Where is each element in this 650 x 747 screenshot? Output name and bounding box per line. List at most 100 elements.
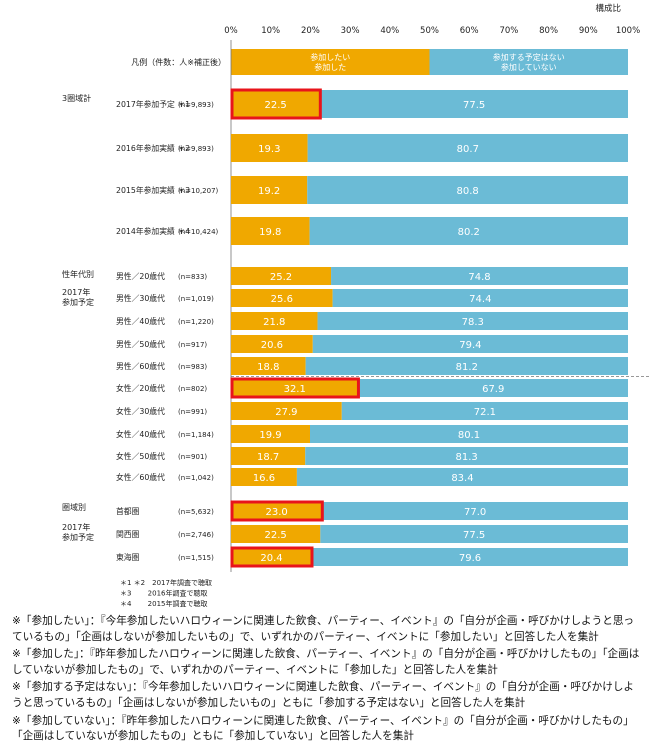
bar-series2 [307, 176, 628, 204]
data-label-series2: 77.0 [464, 507, 486, 518]
bar-series1 [231, 217, 310, 245]
footnotes: ※「参加したい」：『今年参加したいハロウィーンに関連した飲食、パーティー、イベン… [12, 614, 640, 747]
category-label: 女性／40歳代 [116, 429, 165, 439]
n-label: (n=5,632) [178, 508, 214, 516]
category-label: 関西圏 [116, 530, 140, 539]
group-sublabel: 2017年参加予定 [62, 522, 94, 542]
x-tick-label: 20% [301, 26, 320, 36]
x-tick-label: 100% [616, 26, 640, 36]
legend-label-series1: 参加したい参加した [310, 52, 350, 72]
bar-series2 [332, 289, 628, 307]
data-label-series1: 16.6 [253, 473, 275, 484]
legend-swatch-series2 [429, 49, 628, 75]
x-tick-label: 80% [539, 26, 558, 36]
n-label: (n=917) [178, 341, 207, 349]
n-label: (n=833) [178, 273, 207, 281]
data-label-series1: 22.5 [265, 530, 287, 541]
data-label-series1: 25.6 [271, 294, 293, 305]
n-label: (n=10,207) [178, 187, 219, 195]
data-label-series2: 77.5 [463, 530, 485, 541]
category-label: 男性／60歳代 [116, 361, 165, 371]
footnote: ※「参加する予定はない」：『今年参加したいハロウィーンに関連した飲食、パーティー… [12, 681, 635, 709]
bar-series2 [296, 468, 628, 486]
highlight-box [230, 88, 322, 120]
footnote: ※「参加した」：『昨年参加したハロウィーンに関連した飲食、パーティー、イベント』… [12, 648, 640, 676]
footnote: ※「参加していない」：『昨年参加したハロウィーンに関連した飲食、パーティー、イベ… [12, 714, 634, 743]
legend-label-series2: 参加する予定はない参加していない [493, 52, 565, 72]
bar-series2 [320, 90, 628, 118]
highlight-box [230, 546, 314, 568]
bar-series2 [307, 134, 628, 162]
n-label: (n=802) [178, 385, 207, 393]
bar-series2 [310, 425, 628, 443]
n-label: (n=9,893) [178, 145, 214, 153]
bar-series1 [231, 176, 308, 204]
data-label-series1: 27.9 [275, 407, 297, 418]
n-label: (n=901) [178, 453, 207, 461]
data-label-series1: 22.5 [265, 100, 287, 111]
category-label: 男性／20歳代 [116, 271, 165, 281]
bar-series1 [231, 502, 323, 520]
bar-series2 [305, 357, 628, 375]
x-tick-label: 60% [460, 26, 479, 36]
bar-series2 [358, 379, 628, 397]
category-label: 東海圏 [116, 552, 140, 562]
data-label-series2: 74.8 [468, 272, 490, 283]
n-label: (n=2,746) [178, 531, 214, 539]
data-label-series1: 19.9 [259, 430, 281, 441]
data-label-series1: 18.8 [257, 362, 279, 373]
legend-swatch-series1 [231, 49, 430, 75]
footnote: ※「参加したい」：『今年参加したいハロウィーンに関連した飲食、パーティー、イベン… [12, 615, 635, 643]
category-label: 女性／20歳代 [116, 383, 165, 393]
x-tick-label: 50% [420, 26, 439, 36]
data-label-series1: 19.8 [259, 227, 281, 238]
bar-series1 [231, 357, 306, 375]
category-label: 2015年参加実績 ＊3 [116, 185, 190, 195]
n-label: (n=991) [178, 408, 207, 416]
data-label-series2: 80.2 [458, 227, 480, 238]
data-label-series2: 72.1 [474, 407, 496, 418]
bar-series1 [231, 267, 332, 285]
highlight-box [230, 500, 324, 522]
bar-series2 [322, 502, 628, 520]
bar-series1 [231, 402, 342, 420]
group-label: 性年代別 [62, 269, 94, 279]
stacked-bar-chart: 構成比 0% 10% 20% 30% 40% 50% 60% 70% 80% 90% 100% 凡例（件… [62, 3, 650, 608]
legend-caption: 凡例（件数：人※補正後） [131, 57, 226, 67]
category-label: 男性／40歳代 [116, 316, 165, 326]
category-label: 女性／50歳代 [116, 451, 165, 461]
data-label-series2: 74.4 [469, 294, 491, 305]
data-label-series2: 80.7 [457, 144, 479, 155]
category-label: 2017年参加予定 ＊1 [116, 99, 190, 109]
bar-series2 [305, 447, 628, 465]
survey-note: ＊3 2016年調査で聴取 [120, 589, 208, 598]
n-label: (n=9,893) [178, 101, 214, 109]
bar-series1 [231, 425, 311, 443]
bar-series1 [231, 379, 359, 397]
data-label-series2: 79.4 [459, 340, 481, 351]
category-label: 女性／30歳代 [116, 406, 165, 416]
data-label-series1: 19.2 [258, 186, 280, 197]
data-label-series1: 19.3 [258, 144, 280, 155]
n-label: (n=10,424) [178, 228, 219, 236]
n-label: (n=1,220) [178, 318, 214, 326]
data-label-series2: 77.5 [463, 100, 485, 111]
unit-label: 構成比 [595, 3, 621, 14]
category-label: 男性／30歳代 [116, 293, 165, 303]
x-tick-label: 70% [499, 26, 518, 36]
data-label-series2: 80.8 [456, 186, 478, 197]
bar-series1 [231, 335, 313, 353]
bar-series2 [312, 335, 628, 353]
bar-series1 [231, 548, 312, 566]
bar-series1 [231, 447, 306, 465]
bar-series2 [317, 312, 628, 330]
bar-series2 [331, 267, 628, 285]
category-label: 首都圏 [116, 506, 140, 516]
data-label-series2: 81.2 [456, 362, 478, 373]
bar-series1 [231, 134, 308, 162]
x-tick-label: 30% [341, 26, 360, 36]
category-label: 男性／50歳代 [116, 339, 165, 349]
category-label: 2014年参加実績 ＊4 [116, 226, 190, 236]
bar-series1 [231, 90, 321, 118]
group-sublabel: 2017年参加予定 [62, 287, 94, 307]
